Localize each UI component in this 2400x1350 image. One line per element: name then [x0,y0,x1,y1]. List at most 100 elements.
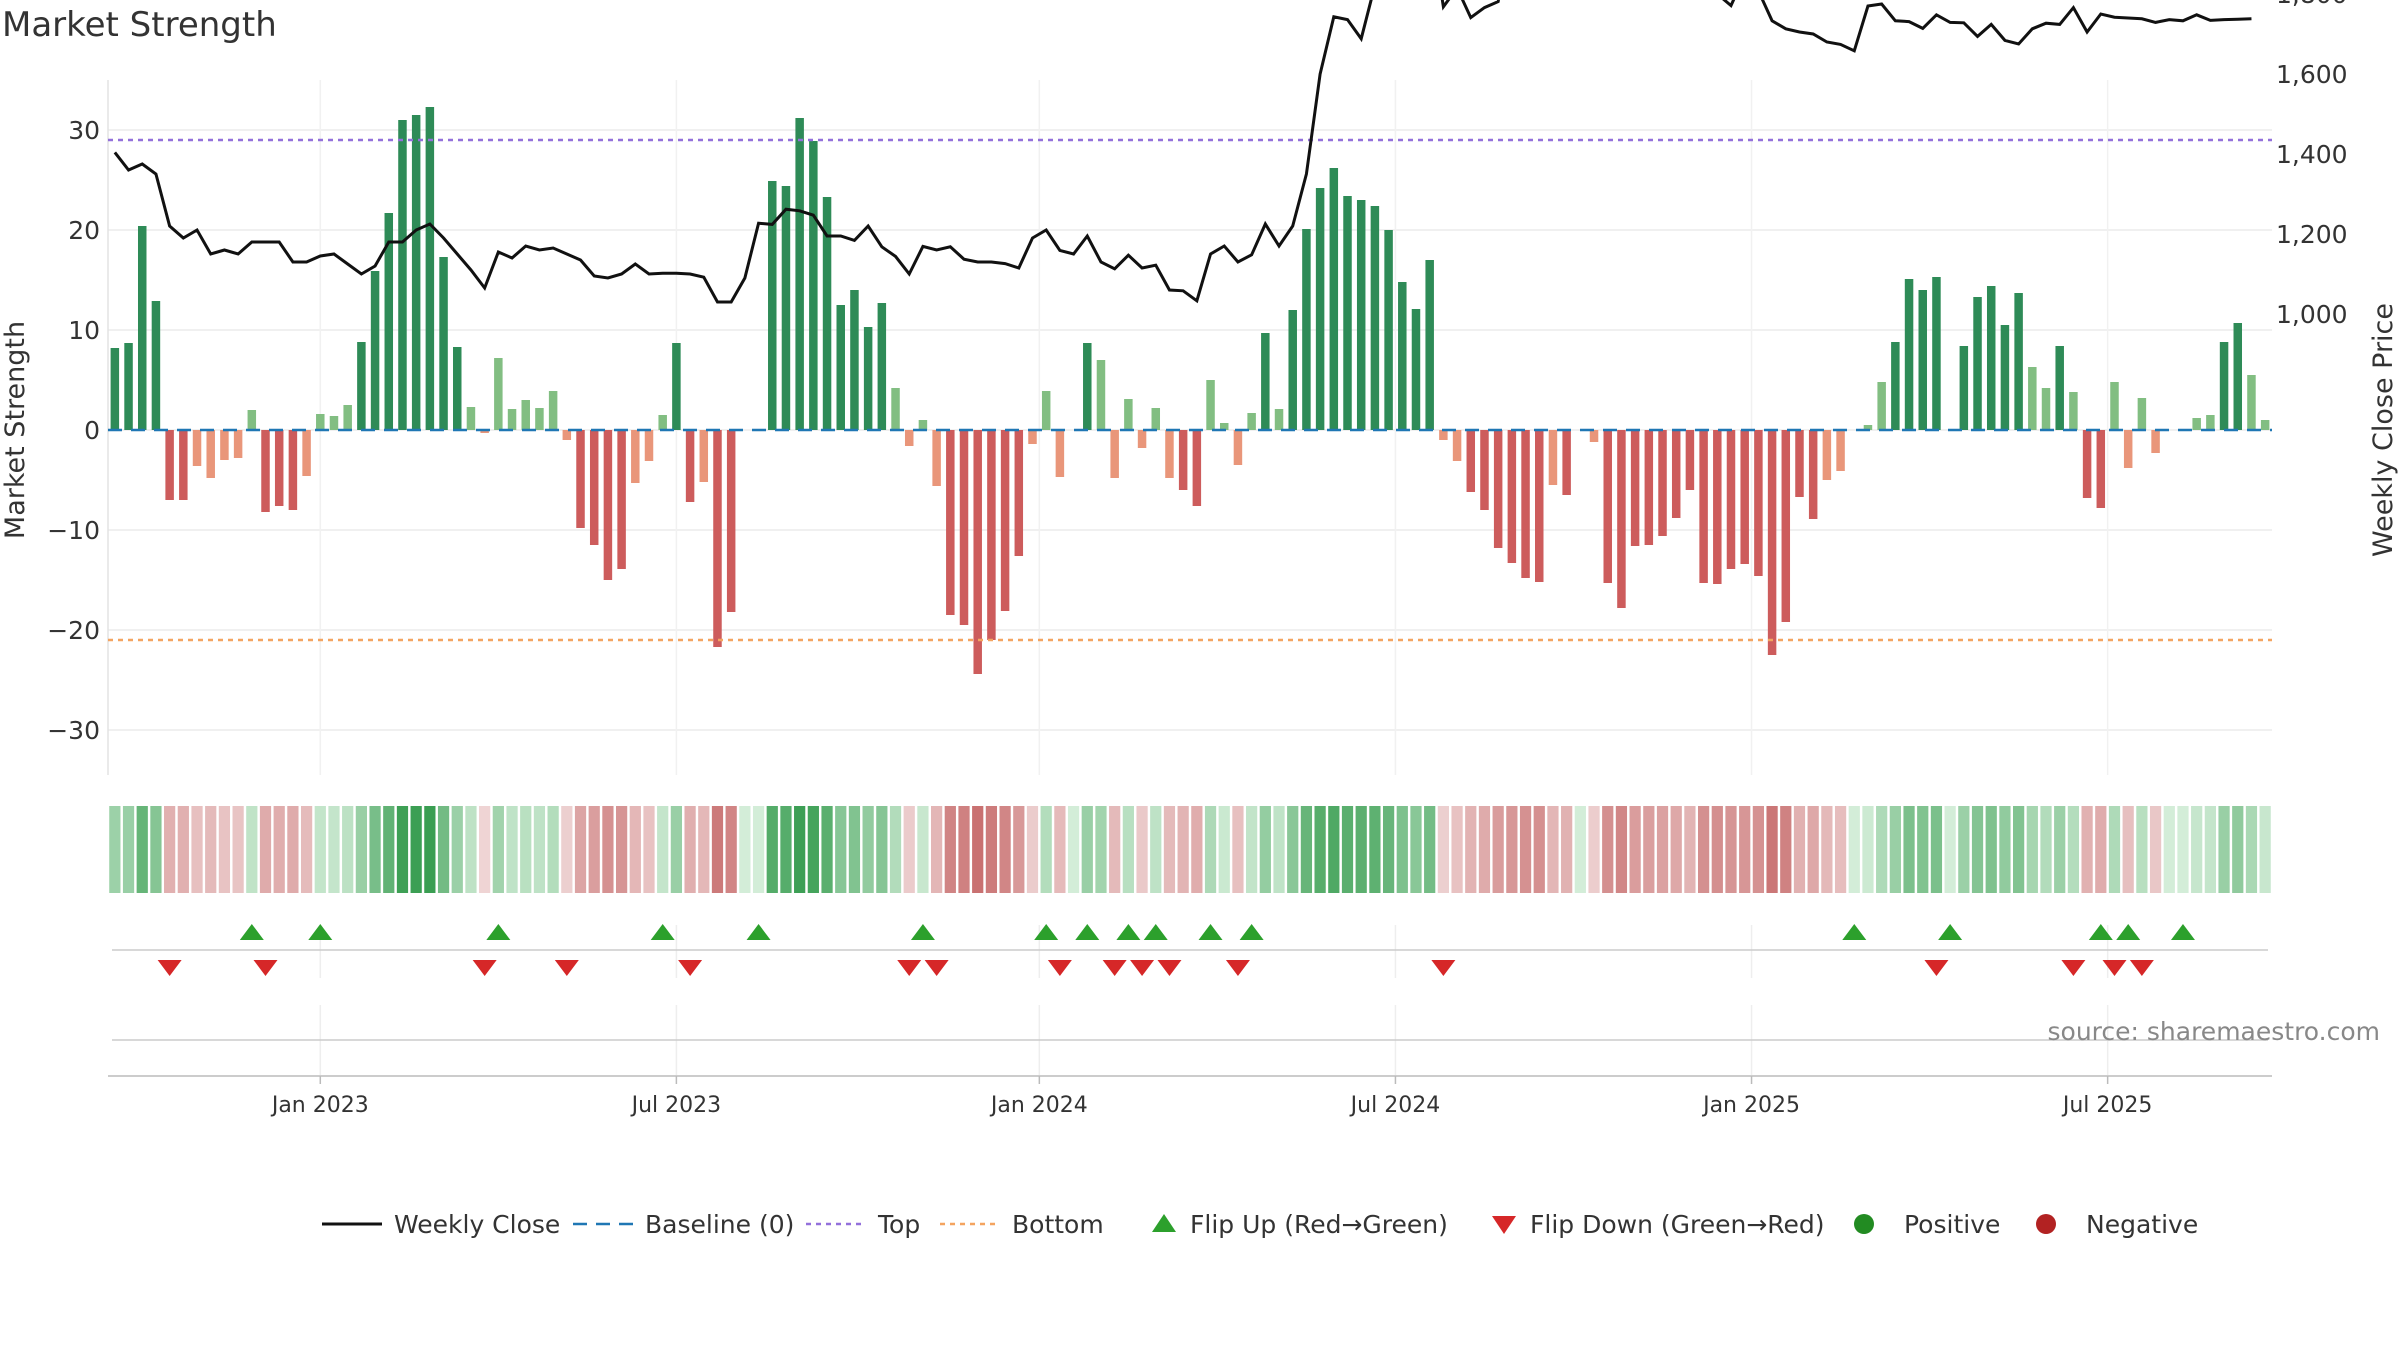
y-tick-label: −10 [47,516,100,545]
strength-bar [932,430,941,486]
strength-bar [2055,346,2064,430]
heat-cell [739,806,751,893]
strength-bar [2192,418,2201,430]
strength-bar [1548,430,1558,485]
flip-down-marker [1225,960,1250,976]
heat-cell [629,806,641,893]
heat-cell [1478,806,1491,893]
flip-down-marker [1130,960,1155,976]
y-tick-label: 30 [68,116,100,145]
strength-bar [1343,196,1352,430]
heat-cell [109,806,121,893]
heat-cell [383,806,395,893]
strength-bar [480,430,489,433]
strength-bar [1603,430,1612,583]
heat-cell [1040,806,1052,893]
strength-bar [1480,430,1489,510]
heat-cell [1629,806,1641,893]
strength-bar [261,430,270,512]
strength-bar [1302,229,1311,430]
strength-bar [1822,430,1832,480]
strength-bar [1014,430,1024,556]
flip-up-marker [1239,924,1264,940]
heat-cell [287,806,299,893]
heat-cell [2204,806,2216,893]
strength-bar [316,414,325,430]
flip-down-marker [2129,960,2154,976]
flip-up-marker [308,924,333,940]
strength-bar [768,181,777,430]
heat-cell [2149,806,2162,893]
x-tick-label: Jul 2025 [2061,1093,2153,1118]
heat-cell [1999,806,2011,893]
strength-bar [617,430,626,569]
heat-cell [643,806,655,893]
strength-bar [1535,430,1544,582]
legend-label: Flip Down (Green→Red) [1530,1210,1825,1239]
flip-up-marker [2088,924,2113,940]
heat-cell [1533,806,1545,893]
strength-bar [1795,430,1804,497]
strength-bar [2206,415,2215,430]
heat-cell [1862,806,1874,893]
heat-cell [273,806,285,893]
heat-cell [848,806,861,893]
strength-bar [1781,430,1791,622]
flip-up-marker [1143,924,1168,940]
heat-cell [670,806,683,893]
strength-bar [699,430,709,482]
heat-cell [259,806,272,893]
heat-cell [1191,806,1203,893]
heat-cell [2081,806,2093,893]
legend-label: Bottom [1012,1210,1104,1239]
heat-cell [1917,806,1929,893]
heat-cell [1287,806,1299,893]
heat-cell [1013,806,1025,893]
weekly-close-line [113,0,2252,304]
source-note: source: sharemaestro.com [2048,1017,2381,1046]
strength-bar [631,430,640,483]
y2-tick-label: 1,400 [2276,140,2348,169]
heat-cell [1492,806,1504,893]
heat-cell [862,806,874,893]
strength-bar [370,271,380,430]
strength-bar [2151,430,2160,453]
heat-cell [396,806,409,893]
heat-cell [1807,806,1819,893]
strength-bar [2041,388,2051,430]
heat-cell [1218,806,1230,893]
heat-cell [1259,806,1271,893]
flip-down-marker [1924,960,1949,976]
strength-bar [548,391,558,430]
strength-bar [781,186,791,430]
strength-bar [1671,430,1681,518]
strength-bar [1973,297,1982,430]
heat-cell [1067,806,1080,893]
strength-bar [535,408,544,430]
heat-cell [2122,806,2134,893]
flip-down-marker [157,960,182,976]
heat-cell [588,806,600,893]
heat-cell [136,806,148,893]
flip-down-marker [924,960,949,976]
x-tick-label: Jan 2023 [270,1093,369,1118]
strength-bar [1589,430,1599,442]
legend-label: Top [877,1210,920,1239]
heat-cell [1204,806,1217,893]
flip-down-marker [1047,960,1072,976]
strength-bar [1493,430,1503,548]
strength-bar [343,405,352,430]
y2-tick-label: 1,800 [2276,0,2348,9]
heat-cell [300,806,313,893]
chart-title: Market Strength [2,5,277,45]
strength-bar [1863,425,1873,430]
strength-bar [1000,430,1010,611]
strength-bar [603,430,613,580]
heat-cell [2218,806,2230,893]
strength-bar [2000,325,2010,430]
y2-tick-label: 1,000 [2276,300,2348,329]
heat-cell [2259,806,2271,893]
strength-bar [2260,420,2270,430]
flip-up-marker [2170,924,2195,940]
x-axis: Jan 2023 Jul 2023 Jan 2024 Jul 2024 Jan 2025… [108,1075,2272,1118]
